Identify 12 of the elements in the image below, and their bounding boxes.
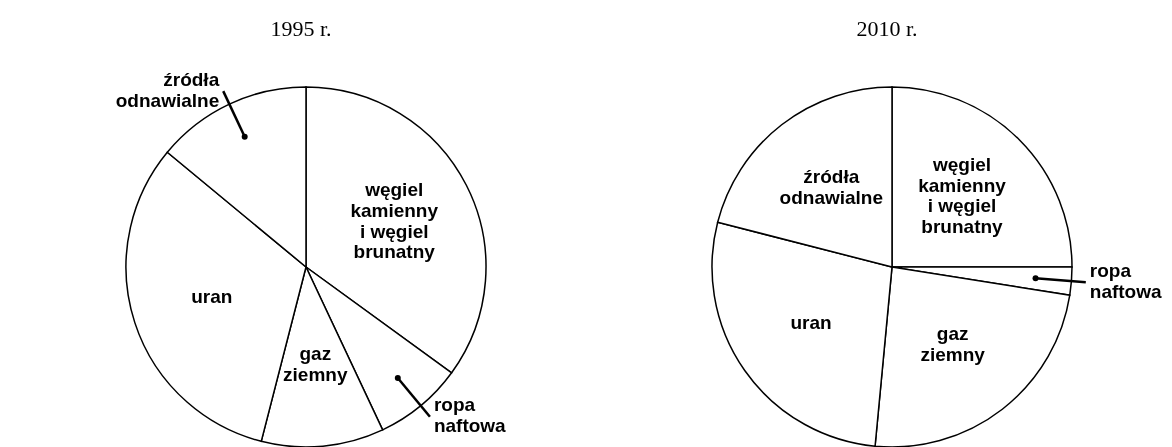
slice-label: uran: [790, 311, 832, 333]
slice-label: uran: [191, 285, 233, 307]
chart-title: 2010 r.: [855, 16, 919, 42]
slice-label: węgiel kamienny i węgiel brunatny: [350, 178, 439, 263]
slice-label: ropa naftowa: [433, 394, 507, 437]
slice-label: źródła odnawialne: [779, 166, 884, 209]
slice-label: ropa naftowa: [1089, 259, 1163, 302]
slice-label: węgiel kamienny i węgiel brunatny: [918, 153, 1007, 238]
chart-title: 1995 r.: [269, 16, 333, 42]
slice-label: źródła odnawialne: [115, 68, 220, 111]
slice-label: gaz ziemny: [920, 322, 986, 365]
slice-label: gaz ziemny: [283, 343, 348, 386]
